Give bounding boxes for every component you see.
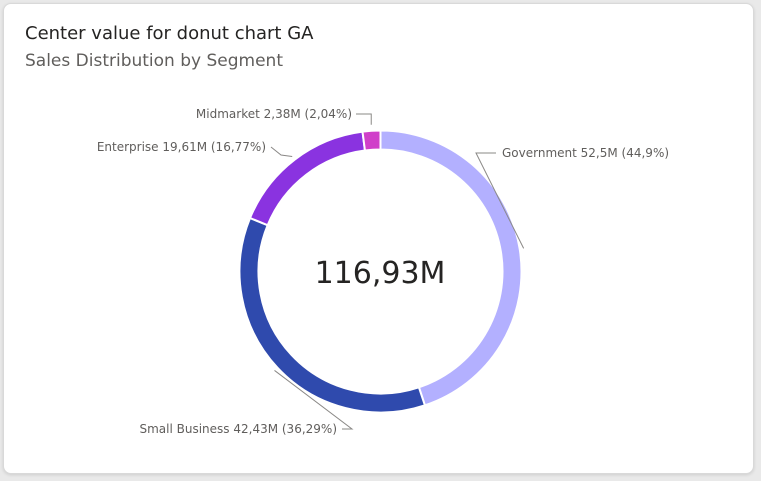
- center-value: 116,93M: [315, 256, 446, 291]
- leader-line-government: [475, 152, 525, 249]
- leader-line-enterprise: [270, 146, 293, 157]
- data-label-small-business: Small Business 42,43M (36,29%): [139, 422, 337, 436]
- data-label-enterprise: Enterprise 19,61M (16,77%): [97, 140, 266, 154]
- donut-slices: [238, 129, 523, 414]
- data-labels: Government 52,5M (44,9%) Small Business 4…: [97, 107, 669, 436]
- chart-title: Center value for donut chart GA: [25, 23, 314, 44]
- donut-slice-small-business[interactable]: [238, 216, 427, 414]
- leader-line-midmarket: [356, 113, 372, 125]
- donut-slice-enterprise[interactable]: [248, 130, 367, 227]
- leader-line-small-business: [274, 370, 354, 430]
- data-label-midmarket: Midmarket 2,38M (2,04%): [196, 107, 352, 121]
- data-label-government: Government 52,5M (44,9%): [502, 146, 669, 160]
- donut-slice-midmarket[interactable]: [361, 129, 382, 152]
- chart-subtitle: Sales Distribution by Segment: [25, 51, 283, 71]
